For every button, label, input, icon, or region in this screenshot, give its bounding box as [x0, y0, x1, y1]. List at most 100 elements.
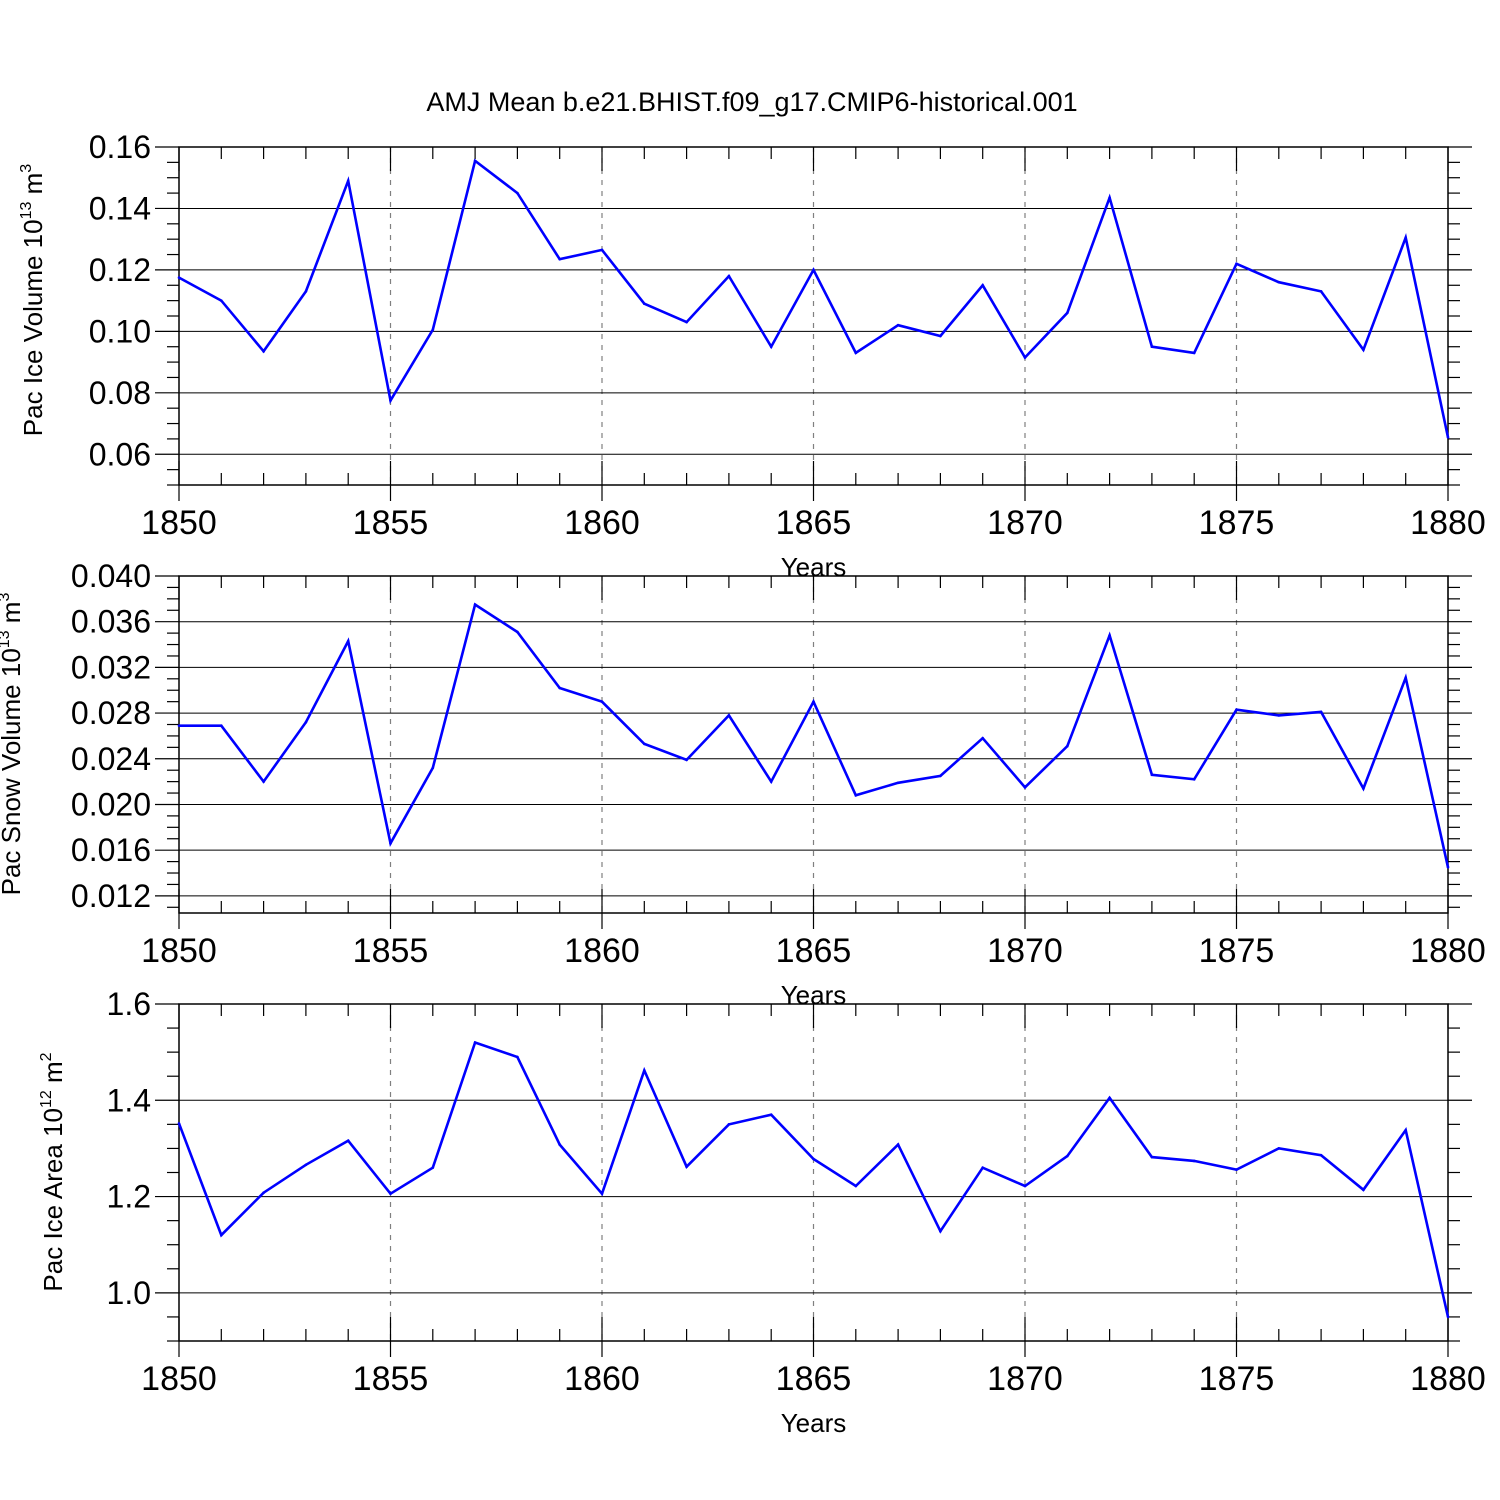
data-point	[1192, 351, 1196, 355]
data-point	[1277, 714, 1281, 717]
data-point	[685, 758, 688, 762]
data-point	[1108, 196, 1111, 199]
y-tick-label: 0.10	[89, 313, 151, 349]
data-point	[1235, 708, 1238, 711]
data-point	[262, 350, 265, 353]
data-point	[1404, 236, 1407, 239]
y-tick-label: 0.028	[71, 695, 151, 731]
data-point	[854, 351, 858, 355]
y-axis-label-unit: m	[18, 173, 48, 202]
data-point	[896, 323, 900, 327]
data-point	[685, 1165, 688, 1169]
x-tick-label: 1865	[776, 932, 852, 970]
data-point	[600, 248, 604, 252]
y-tick-label: 0.032	[71, 649, 151, 685]
x-tick-label: 1870	[987, 932, 1063, 970]
x-tick-label: 1860	[564, 504, 640, 542]
data-point	[939, 1229, 942, 1233]
data-point	[431, 1166, 435, 1169]
data-point	[431, 328, 435, 332]
data-point	[854, 1184, 858, 1188]
x-tick-label: 1865	[776, 1360, 852, 1398]
y-tick-label: 0.06	[89, 436, 151, 472]
x-tick-label: 1855	[353, 932, 429, 970]
data-point	[389, 1192, 392, 1195]
x-axis-label: Years	[781, 1408, 847, 1438]
x-tick-label: 1880	[1410, 932, 1486, 970]
data-point	[1277, 1147, 1281, 1150]
data-point	[727, 274, 731, 278]
data-point	[220, 299, 223, 302]
data-point	[1150, 1155, 1154, 1159]
y-axis-label-unit-exp: 3	[0, 593, 13, 602]
data-point	[1446, 866, 1450, 869]
data-point	[727, 714, 731, 717]
data-point	[1404, 676, 1407, 679]
data-point	[981, 1166, 984, 1169]
data-point	[304, 720, 308, 724]
data-point	[346, 639, 350, 643]
data-point	[1404, 1128, 1407, 1132]
data-point	[1023, 356, 1027, 359]
x-tick-label: 1870	[987, 1360, 1063, 1398]
data-point	[643, 742, 646, 746]
data-point	[981, 736, 984, 740]
data-point	[1446, 436, 1450, 439]
data-point	[896, 781, 900, 785]
data-point	[1108, 1096, 1111, 1100]
data-point	[1066, 1154, 1069, 1158]
x-tick-label: 1880	[1410, 504, 1486, 542]
x-tick-label: 1855	[353, 1360, 429, 1398]
x-tick-label: 1850	[141, 932, 217, 970]
data-point	[1362, 787, 1365, 790]
data-point	[1319, 290, 1323, 293]
data-point	[812, 268, 815, 272]
data-point	[1362, 1188, 1365, 1192]
x-tick-label: 1880	[1410, 1360, 1486, 1398]
data-point	[1023, 786, 1027, 789]
data-point	[812, 700, 815, 703]
x-tick-label: 1865	[776, 504, 852, 542]
y-axis-label-unit: m	[0, 602, 26, 631]
data-point	[262, 780, 265, 783]
data-point	[1023, 1184, 1027, 1188]
panel-2: 1850 1855 1860 1865 1870 1875 1880 0.012 0.016 0.…	[0, 558, 1486, 1010]
data-point	[389, 399, 392, 402]
data-point	[600, 1192, 604, 1195]
data-point	[812, 1157, 815, 1161]
data-point	[1108, 634, 1111, 637]
data-point	[1066, 744, 1069, 748]
data-point	[262, 1191, 265, 1195]
data-point	[177, 1122, 181, 1125]
y-tick-label: 0.040	[71, 558, 151, 594]
data-point	[769, 1113, 773, 1117]
data-point	[1150, 773, 1154, 777]
data-point	[177, 276, 181, 279]
y-axis-label-base: Pac Snow Volume 10	[0, 648, 26, 895]
data-point	[558, 686, 561, 690]
panel-3: 1850 1855 1860 1865 1870 1875 1880 1.0 1.2 1.4 1.6…	[38, 986, 1486, 1438]
data-point	[516, 1055, 519, 1059]
data-point	[727, 1123, 731, 1126]
y-axis-label: Pac Ice Volume 1013 m3	[18, 164, 48, 437]
data-point	[220, 1233, 223, 1237]
data-point	[1235, 1168, 1238, 1171]
data-point	[1192, 1159, 1196, 1163]
y-tick-label: 0.08	[89, 375, 151, 411]
data-point	[473, 159, 477, 163]
y-tick-label: 0.020	[71, 786, 151, 822]
y-tick-label: 0.024	[71, 741, 151, 777]
data-point	[1066, 311, 1069, 315]
y-tick-label: 0.16	[89, 129, 151, 165]
y-axis-label-base: Pac Ice Area 10	[38, 1108, 68, 1292]
y-axis-label-exp: 12	[38, 1090, 55, 1108]
x-tick-label: 1850	[141, 504, 217, 542]
data-point	[1150, 345, 1154, 349]
y-tick-label: 1.0	[107, 1275, 151, 1311]
data-point	[1446, 1315, 1450, 1319]
data-point	[1319, 710, 1323, 714]
chart-title: AMJ Mean b.e21.BHIST.f09_g17.CMIP6-histo…	[426, 87, 1077, 117]
x-tick-label: 1860	[564, 932, 640, 970]
y-tick-label: 0.12	[89, 252, 151, 288]
data-point	[473, 1041, 477, 1044]
